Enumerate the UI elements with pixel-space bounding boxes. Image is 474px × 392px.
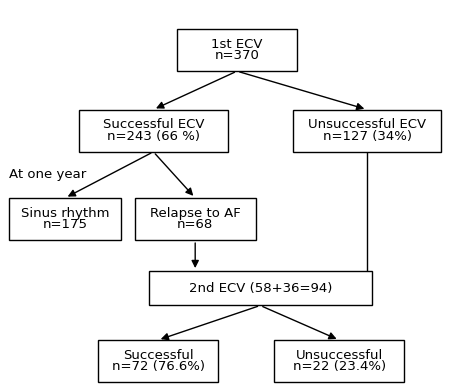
Text: Unsuccessful ECV: Unsuccessful ECV: [308, 118, 426, 131]
Text: Successful: Successful: [123, 349, 193, 362]
Text: n=127 (34%): n=127 (34%): [323, 130, 411, 143]
Text: 1st ECV: 1st ECV: [211, 38, 263, 51]
Text: Relapse to AF: Relapse to AF: [150, 207, 241, 220]
Text: Unsuccessful: Unsuccessful: [296, 349, 383, 362]
FancyBboxPatch shape: [177, 29, 297, 71]
Text: At one year: At one year: [9, 169, 87, 181]
FancyBboxPatch shape: [135, 198, 255, 240]
FancyBboxPatch shape: [98, 340, 219, 382]
Text: n=370: n=370: [215, 49, 259, 62]
Text: Successful ECV: Successful ECV: [103, 118, 204, 131]
Text: 2nd ECV (58+36=94): 2nd ECV (58+36=94): [189, 282, 332, 295]
FancyBboxPatch shape: [293, 110, 441, 152]
Text: n=175: n=175: [43, 218, 88, 231]
Text: Sinus rhythm: Sinus rhythm: [21, 207, 109, 220]
Text: n=68: n=68: [177, 218, 213, 231]
FancyBboxPatch shape: [149, 271, 372, 305]
FancyBboxPatch shape: [274, 340, 404, 382]
Text: n=72 (76.6%): n=72 (76.6%): [111, 361, 205, 374]
FancyBboxPatch shape: [79, 110, 228, 152]
Text: n=243 (66 %): n=243 (66 %): [107, 130, 200, 143]
FancyBboxPatch shape: [9, 198, 121, 240]
Text: n=22 (23.4%): n=22 (23.4%): [292, 361, 386, 374]
